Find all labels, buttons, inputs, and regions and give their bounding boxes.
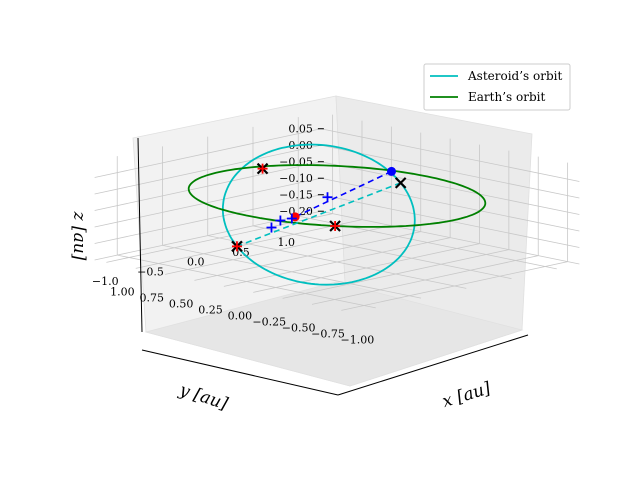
plus-marker bbox=[286, 213, 297, 224]
grid-line-x bbox=[165, 126, 392, 275]
y-axis-label: y [au] bbox=[176, 380, 230, 415]
z-axis-line bbox=[137, 137, 143, 333]
x-tick-label: 0.00 bbox=[228, 309, 253, 322]
legend-label-asteroid: Asteroid’s orbit bbox=[467, 69, 562, 83]
plus-marker bbox=[322, 192, 333, 203]
z-tick-label: −0.20 bbox=[279, 205, 313, 218]
grid-line-x bbox=[135, 120, 363, 269]
grid-line-x bbox=[253, 144, 480, 293]
grid-line-x bbox=[341, 162, 569, 311]
plus-marker bbox=[275, 215, 286, 226]
grid-line-y bbox=[162, 146, 422, 299]
tick-group: 0.050.00−0.05−0.10−0.15−0.201.00.50.0−0.… bbox=[92, 123, 374, 347]
grid-line-x bbox=[106, 114, 334, 263]
pane-floor bbox=[144, 281, 524, 387]
z-axis-label: z [au] bbox=[69, 211, 89, 261]
plot-area bbox=[187, 143, 487, 286]
dot-marker bbox=[387, 166, 397, 176]
x-tick-label: 1.00 bbox=[110, 285, 135, 298]
y-axis-line bbox=[141, 349, 339, 396]
x-marker-stroke bbox=[394, 177, 407, 189]
x-axis-line bbox=[337, 334, 529, 396]
y-tick-label: −1.0 bbox=[92, 275, 119, 288]
legend-label-earth: Earth’s orbit bbox=[468, 90, 545, 104]
x-axis-label: x [au] bbox=[440, 378, 493, 412]
earth-orbit-line bbox=[187, 164, 487, 228]
y-tick-label: −0.5 bbox=[137, 265, 164, 278]
x-tick-label: −1.00 bbox=[341, 333, 375, 346]
grid-line-y bbox=[207, 136, 467, 289]
x-tick-label: 0.50 bbox=[169, 297, 194, 310]
axis-lines bbox=[137, 137, 529, 396]
x-tick-label: 0.25 bbox=[198, 303, 223, 316]
grid-line-x bbox=[194, 132, 422, 281]
plus-marker bbox=[266, 222, 277, 233]
z-tick-label: −0.15 bbox=[279, 189, 313, 202]
plus-marker bbox=[231, 241, 242, 252]
legend-frame bbox=[423, 63, 571, 111]
z-tick-label: −0.10 bbox=[279, 172, 313, 185]
plus-marker bbox=[330, 221, 341, 231]
z-tick-label: 0.05 bbox=[288, 123, 313, 136]
dashed-connector-line bbox=[294, 170, 392, 218]
x-marker bbox=[394, 177, 407, 189]
grid-line-y bbox=[116, 156, 376, 309]
x-tick-label: 0.75 bbox=[140, 291, 165, 304]
grid-line-x bbox=[282, 150, 510, 299]
x-tick-label: −0.25 bbox=[252, 315, 286, 328]
y-tick-label: 1.0 bbox=[278, 236, 296, 249]
x-tick-label: −0.50 bbox=[282, 321, 316, 334]
grid-line-x bbox=[223, 138, 451, 287]
y-tick-label: 0.0 bbox=[187, 256, 205, 269]
plus-marker bbox=[257, 163, 268, 174]
x-tick-label: −0.75 bbox=[311, 327, 345, 340]
legend: Asteroid’s orbit Earth’s orbit bbox=[423, 63, 571, 111]
asteroid-orbit-line bbox=[221, 143, 416, 286]
grid-line-x bbox=[311, 156, 539, 305]
z-tick-label: −0.05 bbox=[279, 156, 313, 169]
